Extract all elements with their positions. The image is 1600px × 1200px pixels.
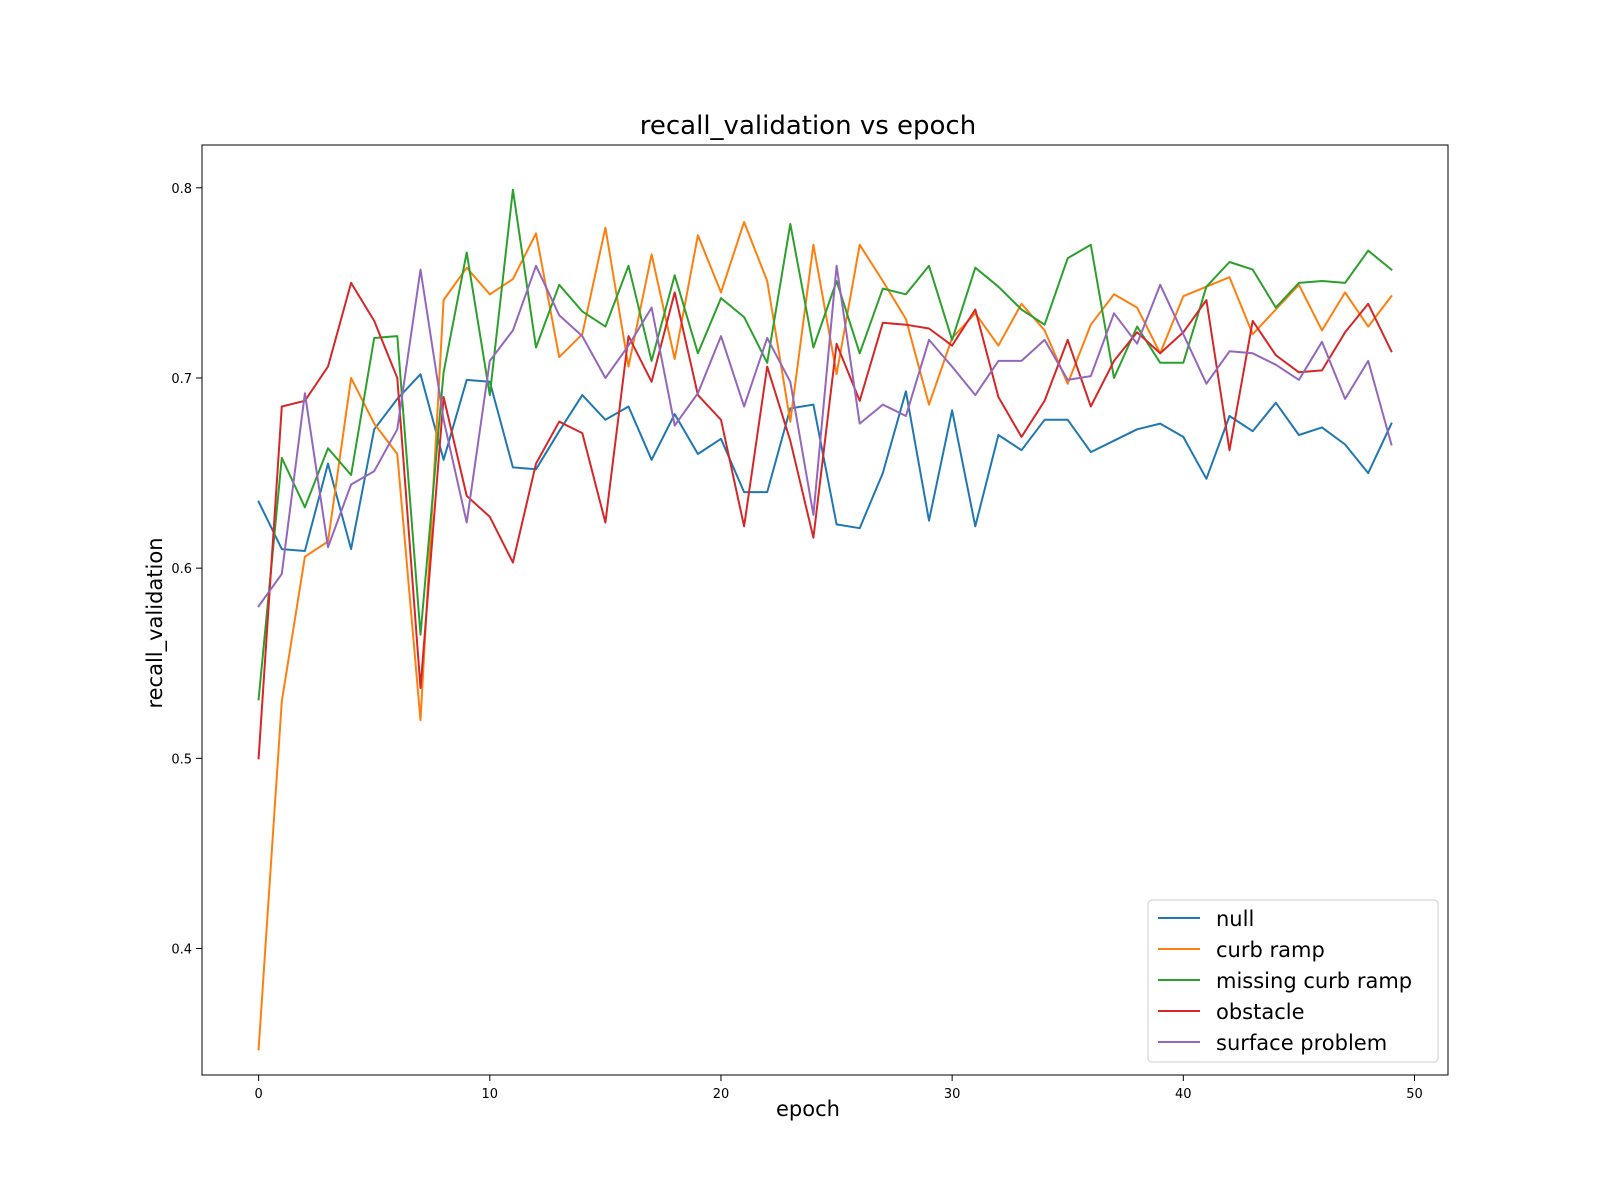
plot-frame: [201, 144, 1449, 1076]
series-line-obstacle: [257, 281, 1393, 760]
series-line-surface-problem: [257, 264, 1393, 608]
y-axis: 0.4 0.5 0.6 0.7 0.8: [171, 182, 202, 958]
x-tick-label: 10: [482, 1087, 499, 1102]
x-axis: 0 10 20 30 40 50: [254, 1075, 1423, 1102]
x-tick-label: 20: [713, 1087, 730, 1102]
x-tick-label: 50: [1406, 1087, 1423, 1102]
legend-label: missing curb ramp: [1216, 969, 1412, 993]
y-axis-label: recall_validation: [143, 537, 168, 708]
y-tick-label: 0.7: [171, 372, 192, 387]
series-line-null: [257, 373, 1393, 552]
y-tick-label: 0.6: [171, 562, 192, 577]
legend-label: null: [1216, 907, 1254, 931]
x-tick-label: 30: [944, 1087, 961, 1102]
chart-title: recall_validation vs epoch: [640, 111, 976, 141]
legend-label: curb ramp: [1216, 938, 1325, 962]
legend-label: obstacle: [1216, 1000, 1305, 1024]
x-axis-label: epoch: [776, 1097, 840, 1121]
legend: null curb ramp missing curb ramp obstacle su…: [1147, 899, 1439, 1063]
y-tick-label: 0.5: [171, 752, 192, 767]
series-layer: [257, 188, 1393, 1051]
y-tick-label: 0.8: [171, 182, 192, 197]
legend-box: [1147, 899, 1439, 1063]
series-line-missing-curb-ramp: [257, 188, 1393, 701]
y-tick-label: 0.4: [171, 943, 192, 958]
x-tick-label: 40: [1175, 1087, 1192, 1102]
series-line-curb-ramp: [257, 221, 1393, 1051]
x-tick-label: 0: [254, 1087, 262, 1102]
legend-label: surface problem: [1216, 1031, 1387, 1055]
